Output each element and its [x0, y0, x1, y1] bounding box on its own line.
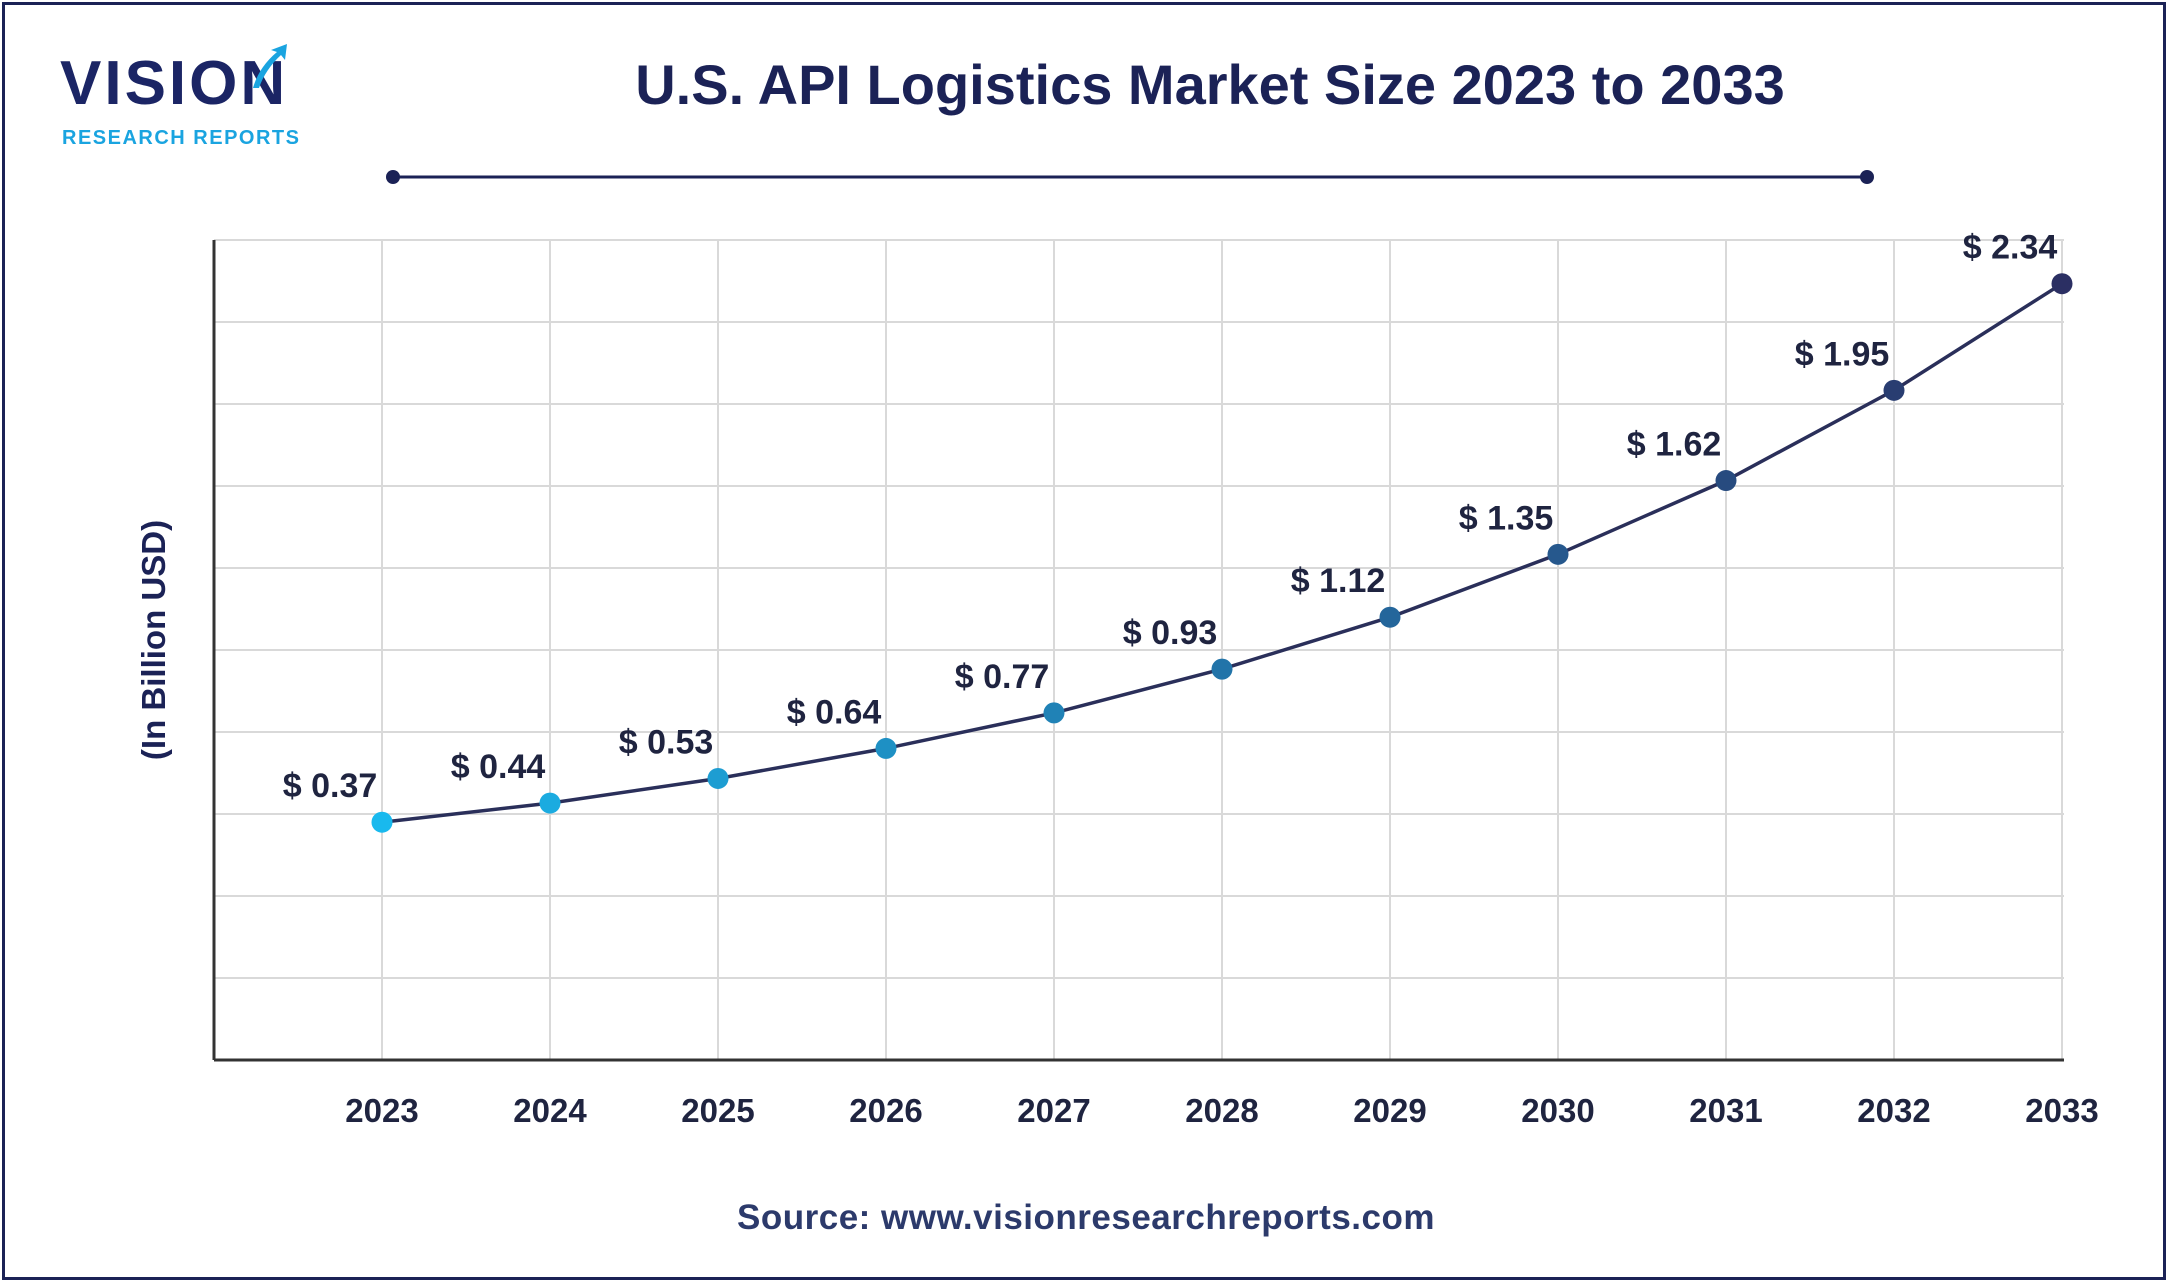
- data-label: $ 0.53: [619, 723, 714, 761]
- data-label: $ 0.37: [283, 767, 378, 805]
- data-label: $ 0.44: [451, 748, 546, 786]
- data-point: [2051, 273, 2073, 295]
- data-point: [1211, 658, 1233, 680]
- x-tick-label: 2028: [1185, 1092, 1258, 1129]
- source-note: Source: www.visionresearchreports.com: [737, 1198, 1435, 1237]
- data-point: [1379, 606, 1401, 628]
- x-tick-label: 2025: [681, 1092, 754, 1129]
- data-label: $ 0.77: [955, 658, 1050, 696]
- data-point: [875, 737, 897, 759]
- chart-title: U.S. API Logistics Market Size 2023 to 2…: [635, 53, 1785, 116]
- x-tick-label: 2029: [1353, 1092, 1426, 1129]
- x-tick-labels: 2023 2024 2025 2026 2027 2028 2029 2030 2031 2032…: [345, 1092, 2098, 1129]
- x-tick-label: 2032: [1857, 1092, 1930, 1129]
- x-tick-label: 2026: [849, 1092, 922, 1129]
- logo-subtitle: RESEARCH REPORTS: [62, 127, 301, 149]
- x-tick-label: 2023: [345, 1092, 418, 1129]
- data-label: $ 1.95: [1795, 335, 1890, 373]
- logo-arrow-icon: [253, 44, 287, 88]
- data-label: $ 2.34: [1963, 229, 2058, 267]
- data-point: [1715, 470, 1737, 492]
- data-label: $ 0.64: [787, 693, 882, 731]
- chart-grid: [214, 239, 2064, 1060]
- y-axis-label: (In Billion USD): [135, 520, 172, 760]
- data-point: [539, 792, 561, 814]
- data-point: [1883, 379, 1905, 401]
- data-label: $ 1.12: [1291, 562, 1386, 600]
- data-point: [1043, 702, 1065, 724]
- data-point: [1547, 543, 1569, 565]
- x-tick-label: 2030: [1521, 1092, 1594, 1129]
- x-tick-label: 2033: [2025, 1092, 2098, 1129]
- x-tick-label: 2024: [513, 1092, 587, 1129]
- logo-wordmark: VISION: [60, 49, 289, 118]
- x-tick-label: 2027: [1017, 1092, 1090, 1129]
- data-point: [707, 767, 729, 789]
- vision-research-logo: VISION RESEARCH REPORTS: [60, 44, 320, 158]
- chart-axes: [212, 240, 2064, 1062]
- data-point: [371, 811, 393, 833]
- data-labels: $ 0.37 $ 0.44 $ 0.53 $ 0.64 $ 0.77 $ 0.93 $ 1.…: [283, 229, 2058, 805]
- data-label: $ 0.93: [1123, 614, 1218, 652]
- data-label: $ 1.62: [1627, 426, 1722, 464]
- title-divider: [386, 170, 1874, 184]
- x-tick-label: 2031: [1689, 1092, 1762, 1129]
- data-label: $ 1.35: [1459, 499, 1554, 537]
- data-points: [371, 273, 2073, 833]
